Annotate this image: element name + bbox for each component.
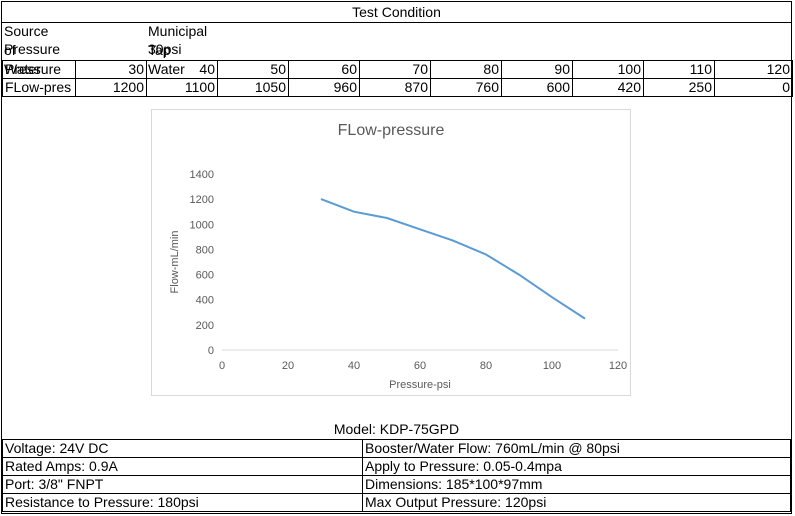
table-cell: 80 xyxy=(430,60,502,79)
x-axis-label: Pressure-psi xyxy=(389,379,451,391)
spec-row: Voltage: 24V DC Booster/Water Flow: 760m… xyxy=(2,439,791,458)
x-tick-label: 20 xyxy=(282,360,294,372)
table-cell: 960 xyxy=(288,78,360,97)
y-tick-label: 800 xyxy=(196,244,214,256)
y-tick-label: 0 xyxy=(208,345,214,357)
y-tick-label: 200 xyxy=(196,320,214,332)
row-header: Pressure xyxy=(2,60,76,79)
x-tick-label: 100 xyxy=(543,360,561,372)
series-line xyxy=(320,198,586,320)
spec-cell: Rated Amps: 0.9A xyxy=(2,457,363,476)
table-cell: 30 xyxy=(75,60,147,79)
table-cell: 110 xyxy=(643,60,715,79)
spec-row: Resistance to Pressure: 180psi Max Outpu… xyxy=(2,493,791,512)
table-cell: 600 xyxy=(501,78,573,97)
table-cell: 60 xyxy=(288,60,360,79)
y-tick-label: 600 xyxy=(196,270,214,282)
chart-title: FLow-pressure xyxy=(337,122,445,139)
table-cell: 420 xyxy=(572,78,644,97)
table-cell: 870 xyxy=(359,78,431,97)
row-header: FLow-pres xyxy=(2,78,76,97)
x-tick-label: 60 xyxy=(414,360,426,372)
table-cell: 70 xyxy=(359,60,431,79)
table-cell: 90 xyxy=(501,60,573,79)
table-cell: 1050 xyxy=(217,78,289,97)
spec-cell: Booster/Water Flow: 760mL/min @ 80psi xyxy=(362,439,791,458)
data-table: Pressure 30 40 50 60 70 80 90 100 110 12… xyxy=(2,60,793,97)
spec-cell: Max Output Pressure: 120psi xyxy=(362,493,791,512)
table-cell: 1200 xyxy=(75,78,147,97)
table-cell: 1100 xyxy=(146,78,218,97)
y-tick-label: 1000 xyxy=(190,219,214,231)
spec-cell: Voltage: 24V DC xyxy=(2,439,363,458)
y-tick-label: 1400 xyxy=(190,169,214,181)
table-row-pressure: Pressure 30 40 50 60 70 80 90 100 110 12… xyxy=(2,60,793,79)
y-axis-label: Flow-mL/min xyxy=(169,231,181,294)
table-cell: 0 xyxy=(714,78,793,97)
condition-value: 30psi xyxy=(148,41,182,57)
model-label: Model: KDP-75GPD xyxy=(2,420,791,440)
spec-cell: Resistance to Pressure: 180psi xyxy=(2,493,363,512)
spec-cell: Dimensions: 185*100*97mm xyxy=(362,475,791,494)
table-cell: 250 xyxy=(643,78,715,97)
y-tick-label: 1200 xyxy=(190,194,214,206)
y-tick-label: 400 xyxy=(196,295,214,307)
x-tick-label: 120 xyxy=(609,360,627,372)
spec-row: Rated Amps: 0.9A Apply to Pressure: 0.05… xyxy=(2,457,791,476)
table-cell: 50 xyxy=(217,60,289,79)
chart-frame: FLow-pressure 0 200 400 600 800 1000 1200 1400 … xyxy=(151,109,631,396)
flow-pressure-chart: 0 200 400 600 800 1000 1200 1400 0 20 40 60 80 100 12… xyxy=(169,169,627,391)
sheet-title: Test Condition xyxy=(2,2,791,23)
spec-row: Port: 3/8" FNPT Dimensions: 185*100*97mm xyxy=(2,475,791,494)
table-cell: 40 xyxy=(146,60,218,79)
table-cell: 120 xyxy=(714,60,793,79)
condition-label: Pressure xyxy=(4,41,61,57)
spec-table: Voltage: 24V DC Booster/Water Flow: 760m… xyxy=(2,439,791,512)
spec-cell: Port: 3/8" FNPT xyxy=(2,475,363,494)
x-tick-label: 80 xyxy=(480,360,492,372)
table-cell: 760 xyxy=(430,78,502,97)
table-row-flow: FLow-pres 1200 1100 1050 960 870 760 600… xyxy=(2,78,793,97)
spec-cell: Apply to Pressure: 0.05-0.4mpa xyxy=(362,457,791,476)
table-cell: 100 xyxy=(572,60,644,79)
chart-section: FLow-pressure 0 200 400 600 800 1000 1200 1400 … xyxy=(2,97,791,422)
x-tick-label: 0 xyxy=(219,360,225,372)
x-tick-label: 40 xyxy=(348,360,360,372)
